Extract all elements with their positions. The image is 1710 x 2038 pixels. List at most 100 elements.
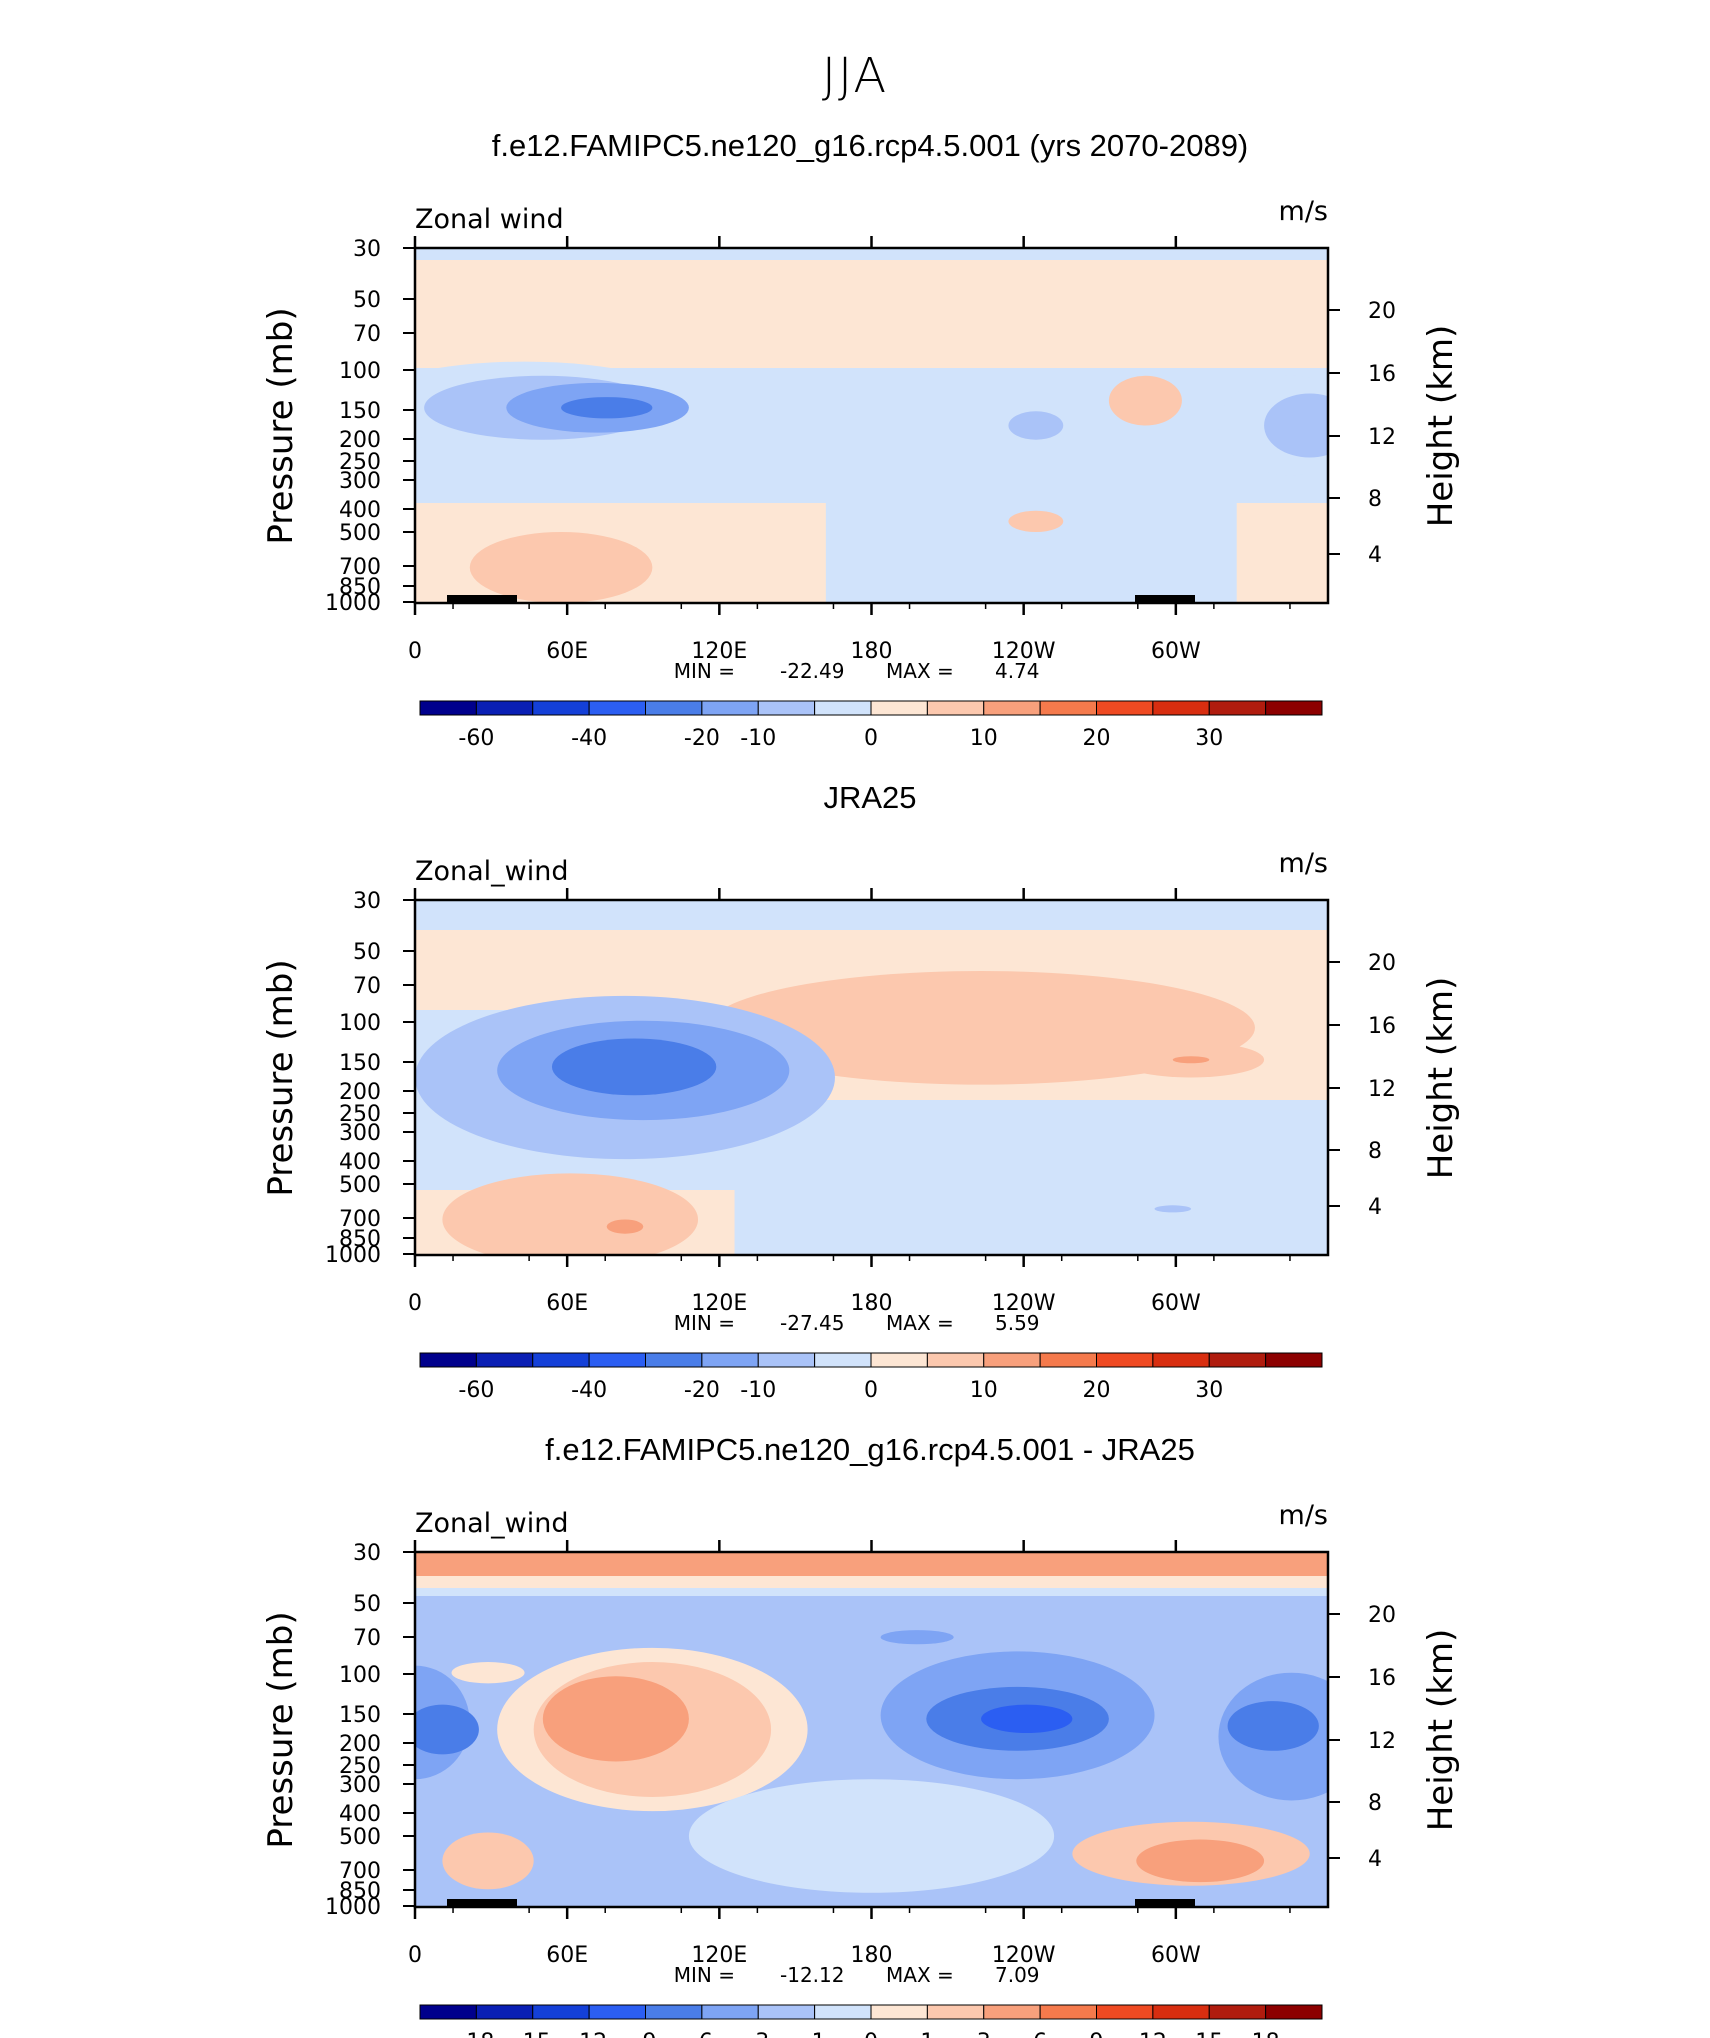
y-tick-label: 200 — [339, 1080, 381, 1105]
contour-band — [415, 248, 1328, 260]
colorbar-label: -60 — [458, 726, 494, 751]
colorbar-box — [419, 2004, 477, 2020]
y-tick-label: 100 — [339, 1011, 381, 1036]
y-tick-label: 850 — [339, 1879, 381, 1904]
contour-region — [451, 1662, 525, 1684]
max-value: 4.74 — [995, 659, 1040, 683]
colorbar-label: 10 — [970, 1378, 998, 1403]
y2-tick-label: 20 — [1368, 951, 1396, 976]
contour-field — [415, 1552, 1328, 1907]
y-tick-label: 500 — [339, 1825, 381, 1850]
colorbar-label: 9 — [1090, 2030, 1104, 2038]
colorbar-box — [926, 2004, 985, 2020]
colorbar-box — [1265, 1352, 1323, 1368]
topography-mask — [1135, 595, 1195, 603]
x-tick-label: 120W — [992, 1291, 1056, 1316]
colorbar-label: -1 — [804, 2030, 826, 2038]
min-label: MIN = — [674, 1963, 735, 1987]
contour-region — [442, 1832, 534, 1890]
colorbar-label: 12 — [1139, 2030, 1167, 2038]
x-tick-label: 60E — [546, 1291, 588, 1316]
contour-region — [1245, 507, 1328, 593]
colorbar-box — [701, 700, 759, 716]
y2-tick-label: 4 — [1368, 1195, 1382, 1220]
colorbar-label: 1 — [920, 2030, 934, 2038]
colorbar-box — [588, 2004, 646, 2020]
colorbar-label: -9 — [635, 2030, 657, 2038]
x-tick-label: 0 — [408, 1943, 422, 1968]
min-value: -22.49 — [780, 659, 844, 683]
y-tick-label: 1000 — [325, 1243, 381, 1268]
colorbar-label: -12 — [571, 2030, 607, 2038]
variable-label: Zonal_wind — [415, 856, 569, 887]
y2-axis-title: Height (km) — [1421, 1629, 1461, 1832]
colorbar-box — [757, 1352, 816, 1368]
y-tick-label: 150 — [339, 1703, 381, 1728]
colorbar-box — [645, 1352, 703, 1368]
colorbar-label: 0 — [864, 726, 878, 751]
colorbar-box — [1039, 700, 1097, 716]
colorbar-box — [588, 700, 646, 716]
colorbar-box — [757, 700, 816, 716]
colorbar-label: -40 — [571, 1378, 607, 1403]
colorbar-box — [1152, 1352, 1210, 1368]
chart-panel-3: f.e12.FAMIPC5.ne120_g16.rcp4.5.001 - JRA… — [261, 1432, 1461, 2038]
colorbar-label: 30 — [1195, 726, 1223, 751]
x-tick-label: 60W — [1151, 1943, 1201, 1968]
y2-tick-label: 16 — [1368, 1014, 1396, 1039]
colorbar-box — [1152, 2004, 1210, 2020]
max-value: 7.09 — [995, 1963, 1040, 1987]
contour-region — [442, 1173, 698, 1255]
contour-region — [688, 1779, 1055, 1893]
y-tick-label: 100 — [339, 359, 381, 384]
y-tick-label: 70 — [353, 322, 381, 347]
contour-region — [1154, 1205, 1192, 1213]
colorbar-box — [814, 700, 872, 716]
contour-band — [415, 1588, 1328, 1596]
contour-region — [561, 397, 653, 419]
colorbar-box — [588, 1352, 646, 1368]
units-label: m/s — [1279, 848, 1328, 879]
y-tick-label: 70 — [353, 974, 381, 999]
units-label: m/s — [1279, 196, 1328, 227]
chart-panel-1: f.e12.FAMIPC5.ne120_g16.rcp4.5.001 (yrs … — [261, 128, 1461, 751]
contour-region — [469, 532, 653, 603]
y-tick-label: 1000 — [325, 591, 381, 616]
colorbar-box — [870, 2004, 928, 2020]
max-label: MAX = — [886, 659, 954, 683]
colorbar-label: 20 — [1083, 1378, 1111, 1403]
y2-tick-label: 12 — [1368, 1729, 1396, 1754]
y-tick-label: 250 — [339, 450, 381, 475]
colorbar-box — [645, 700, 703, 716]
y-tick-label: 70 — [353, 1626, 381, 1651]
x-tick-label: 120W — [992, 1943, 1056, 1968]
y-tick-label: 300 — [339, 469, 381, 494]
variable-label: Zonal_wind — [415, 1508, 569, 1539]
y-tick-label: 100 — [339, 1663, 381, 1688]
colorbar-box — [870, 700, 928, 716]
topography-mask — [447, 595, 517, 603]
x-tick-label: 120E — [691, 1291, 747, 1316]
min-label: MIN = — [674, 659, 735, 683]
x-tick-label: 120E — [691, 639, 747, 664]
colorbar-label: -3 — [747, 2030, 769, 2038]
colorbar-label: 20 — [1083, 726, 1111, 751]
contour-band — [415, 1576, 1328, 1588]
y-tick-label: 500 — [339, 521, 381, 546]
contour-band — [415, 900, 1328, 930]
colorbar-box — [532, 700, 590, 716]
max-value: 5.59 — [995, 1311, 1040, 1335]
colorbar-box — [870, 1352, 928, 1368]
y-tick-label: 250 — [339, 1754, 381, 1779]
colorbar-box — [1096, 700, 1154, 716]
x-tick-label: 180 — [851, 1943, 893, 1968]
colorbar-box — [645, 2004, 703, 2020]
colorbar: -18 -15 -12 -9 -6 -3 -1 0 1 3 6 9 12 15 18 — [419, 2004, 1323, 2038]
colorbar-label: 3 — [977, 2030, 991, 2038]
min-label: MIN = — [674, 1311, 735, 1335]
y2-tick-label: 20 — [1368, 299, 1396, 324]
y2-tick-label: 8 — [1368, 1139, 1382, 1164]
y2-tick-label: 4 — [1368, 1847, 1382, 1872]
y2-tick-label: 4 — [1368, 543, 1382, 568]
